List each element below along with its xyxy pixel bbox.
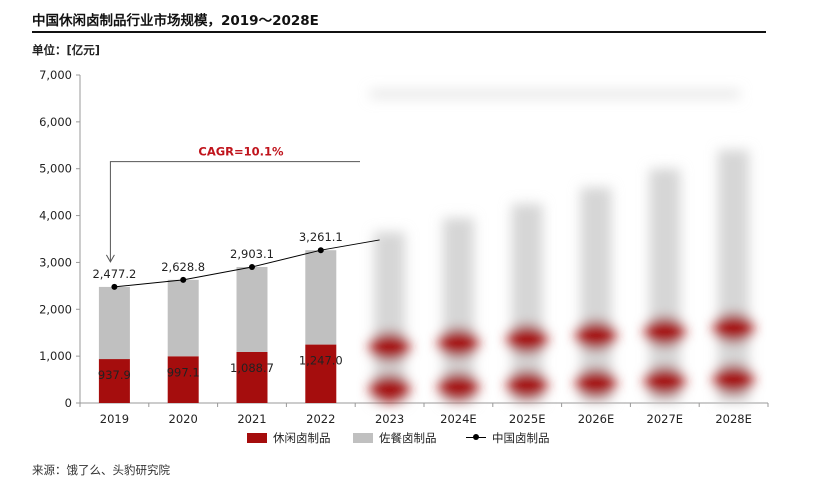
total-point [317, 247, 324, 254]
title-divider [32, 31, 766, 33]
obscured-forecast-blob [369, 332, 410, 361]
bar-chart: 0 1,000 2,000 3,000 4,000 5,000 6,000 7,000 2019… [39, 68, 769, 426]
x-tick-label: 2023 [375, 412, 404, 426]
bar-meal [236, 266, 268, 352]
x-tick-label: 2025E [509, 412, 546, 426]
obscured-forecast-blob [507, 325, 548, 354]
chart-title: 中国休闲卤制品行业市场规模，2019～2028E [32, 13, 319, 29]
x-tick-label: 2022 [306, 412, 335, 426]
bar-meal [167, 279, 199, 357]
casual-value-label: 937.9 [98, 368, 131, 382]
obscured-forecast-bar [511, 203, 543, 403]
obscured-forecast-blob [369, 374, 410, 403]
obscured-forecast-blob [576, 369, 616, 398]
x-tick-label: 2024E [440, 412, 477, 426]
obscured-forecast-blob [713, 314, 754, 343]
legend-meal: 佐餐卤制品 [353, 430, 437, 446]
bar-meal [305, 250, 337, 345]
source-note: 来源：饿了么、头豹研究院 [32, 463, 170, 477]
obscured-annotation-bracket [370, 89, 740, 100]
obscured-forecast-bar [374, 231, 406, 403]
cagr-arrow [105, 254, 115, 263]
y-tick-label: 0 [65, 396, 72, 410]
bar-casual [98, 359, 130, 403]
total-point [111, 283, 118, 290]
obscured-forecast-blob [644, 367, 685, 396]
total-point [249, 263, 255, 270]
x-tick-label: 2020 [169, 412, 198, 426]
obscured-forecast-blob [438, 329, 479, 358]
obscured-forecast-blob [576, 321, 616, 350]
obscured-forecast-bar [580, 187, 612, 403]
y-tick-label: 3,000 [39, 255, 72, 269]
unit-label: 单位：[亿元] [32, 43, 101, 57]
legend-meal-label: 佐餐卤制品 [379, 431, 437, 445]
y-tick-label: 7,000 [39, 68, 72, 82]
total-value-label: 2,903.1 [230, 247, 274, 261]
legend-meal-swatch [353, 433, 373, 443]
y-tick-label: 6,000 [39, 115, 72, 129]
y-tick-label: 4,000 [39, 209, 72, 223]
total-value-label: 3,261.1 [299, 230, 343, 244]
x-tick-label: 2026E [578, 412, 615, 426]
legend-casual-swatch [247, 433, 267, 443]
total-value-label: 2,628.8 [161, 260, 205, 274]
legend-total-label: 中国卤制品 [492, 431, 550, 445]
cagr-bracket [109, 161, 360, 261]
casual-value-label: 997.1 [167, 365, 200, 379]
casual-value-label: 1,247.0 [299, 354, 343, 368]
x-tick-label: 2028E [715, 412, 752, 426]
legend-casual: 休闲卤制品 [247, 430, 331, 446]
legend-total: 中国卤制品 [466, 430, 550, 446]
obscured-forecast-blob [644, 317, 685, 346]
obscured-forecast-bar [649, 168, 681, 403]
legend-casual-label: 休闲卤制品 [273, 431, 331, 445]
y-tick-label: 1,000 [39, 349, 72, 363]
bar-casual [236, 351, 268, 403]
x-tick-label: 2027E [647, 412, 684, 426]
legend-total-line-icon [466, 433, 486, 443]
cagr-label: CAGR=10.1% [198, 145, 284, 159]
x-tick-label: 2019 [100, 412, 129, 426]
x-tick-label: 2021 [237, 412, 266, 426]
bar-meal [98, 286, 130, 360]
bar-casual [305, 344, 337, 403]
obscured-forecast-blob [507, 371, 548, 400]
bar-casual [167, 356, 199, 403]
casual-value-label: 1,088.7 [230, 361, 274, 375]
obscured-forecast-bar [718, 149, 750, 403]
total-point [180, 276, 187, 283]
obscured-forecast-blob [713, 365, 754, 394]
y-tick-label: 5,000 [39, 162, 72, 176]
y-tick-label: 2,000 [39, 302, 72, 316]
total-value-label: 2,477.2 [92, 267, 136, 281]
obscured-forecast-blob [438, 373, 479, 402]
obscured-forecast-bar [442, 217, 474, 403]
